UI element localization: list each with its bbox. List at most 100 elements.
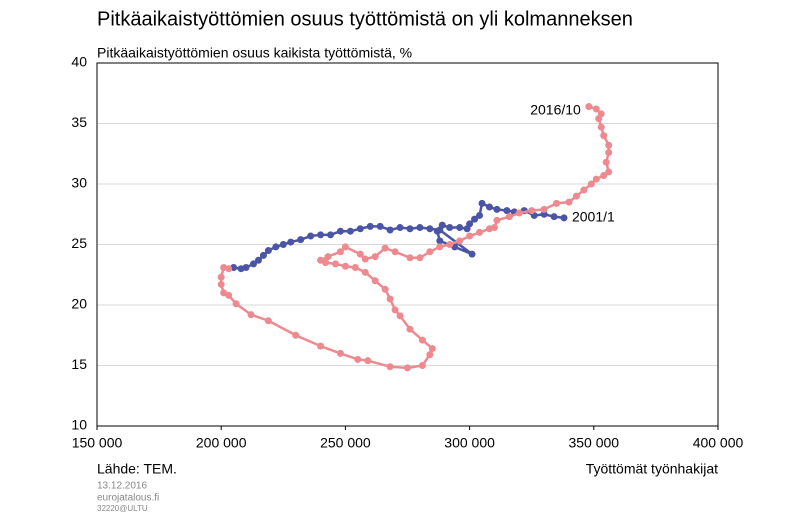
point bbox=[476, 228, 484, 236]
point bbox=[247, 311, 255, 319]
point bbox=[456, 237, 464, 245]
chart-subtitle: Pitkäaikaistyöttömien osuus kaikista työ… bbox=[97, 45, 412, 61]
point bbox=[503, 207, 511, 215]
point bbox=[361, 268, 369, 276]
point bbox=[505, 213, 513, 221]
annotation: 2001/1 bbox=[572, 209, 615, 225]
point bbox=[292, 331, 300, 339]
point bbox=[361, 255, 369, 263]
point bbox=[466, 232, 474, 240]
point bbox=[232, 300, 240, 308]
point bbox=[493, 205, 501, 213]
point bbox=[572, 192, 580, 200]
point bbox=[456, 224, 464, 232]
footer: eurojatalous.fi bbox=[97, 493, 159, 504]
point bbox=[386, 226, 394, 234]
point bbox=[404, 364, 411, 372]
point bbox=[259, 251, 267, 259]
point bbox=[416, 254, 424, 262]
point bbox=[391, 306, 399, 314]
point bbox=[605, 168, 613, 176]
point bbox=[406, 325, 414, 333]
point bbox=[386, 363, 394, 371]
point bbox=[279, 241, 287, 248]
point bbox=[428, 345, 436, 353]
point bbox=[426, 248, 434, 256]
x-axis-label: Työttömät työnhakijat bbox=[586, 461, 718, 477]
annotation: 2016/10 bbox=[530, 101, 581, 117]
point bbox=[217, 273, 225, 281]
point bbox=[346, 227, 354, 235]
x-tick-label: 150 000 bbox=[72, 435, 123, 451]
point bbox=[418, 362, 426, 369]
point bbox=[237, 265, 245, 273]
x-tick-label: 250 000 bbox=[320, 435, 371, 451]
source: Lähde: TEM. bbox=[97, 461, 177, 477]
point bbox=[540, 210, 548, 218]
point bbox=[324, 253, 332, 261]
point bbox=[416, 224, 424, 232]
point bbox=[336, 227, 344, 235]
point bbox=[597, 123, 605, 131]
point bbox=[364, 357, 372, 365]
point bbox=[371, 277, 379, 285]
point bbox=[381, 244, 389, 252]
point bbox=[528, 207, 536, 215]
point bbox=[272, 243, 280, 251]
y-tick-label: 10 bbox=[71, 417, 87, 433]
point bbox=[351, 263, 359, 271]
point bbox=[354, 355, 362, 363]
point bbox=[391, 248, 399, 256]
point bbox=[565, 198, 573, 206]
point bbox=[225, 291, 233, 299]
point bbox=[515, 209, 523, 217]
point bbox=[490, 224, 498, 232]
point bbox=[471, 215, 479, 223]
point bbox=[287, 238, 295, 246]
point bbox=[600, 172, 608, 180]
point bbox=[493, 216, 501, 224]
point bbox=[436, 243, 444, 251]
point bbox=[605, 149, 613, 157]
point bbox=[317, 256, 325, 264]
y-tick-label: 20 bbox=[71, 296, 87, 312]
point bbox=[585, 103, 593, 111]
point bbox=[406, 225, 414, 233]
point bbox=[336, 349, 344, 357]
point bbox=[326, 231, 334, 239]
point bbox=[341, 262, 349, 270]
point bbox=[254, 256, 262, 264]
point bbox=[468, 250, 476, 258]
point bbox=[426, 225, 434, 233]
plot-frame bbox=[96, 62, 719, 427]
point bbox=[307, 232, 315, 240]
point bbox=[317, 342, 325, 350]
point bbox=[220, 263, 228, 271]
point bbox=[446, 224, 454, 232]
series-line bbox=[219, 105, 611, 370]
point bbox=[436, 237, 444, 245]
y-tick-label: 30 bbox=[71, 175, 87, 191]
point bbox=[485, 203, 493, 211]
point bbox=[376, 222, 384, 230]
y-tick-label: 25 bbox=[71, 235, 87, 251]
point bbox=[356, 250, 364, 258]
point bbox=[396, 224, 404, 232]
point bbox=[249, 260, 257, 268]
point bbox=[560, 214, 568, 222]
point bbox=[553, 199, 561, 207]
footer: 13.12.2016 bbox=[97, 481, 147, 492]
point bbox=[356, 225, 364, 233]
point bbox=[264, 317, 272, 325]
point bbox=[478, 199, 486, 207]
y-tick-label: 40 bbox=[71, 54, 87, 70]
point bbox=[587, 180, 595, 188]
point bbox=[366, 222, 374, 230]
x-tick-label: 400 000 bbox=[693, 435, 744, 451]
point bbox=[446, 241, 454, 248]
point bbox=[540, 205, 548, 213]
point bbox=[317, 231, 325, 239]
point bbox=[297, 236, 305, 244]
point bbox=[550, 213, 558, 221]
